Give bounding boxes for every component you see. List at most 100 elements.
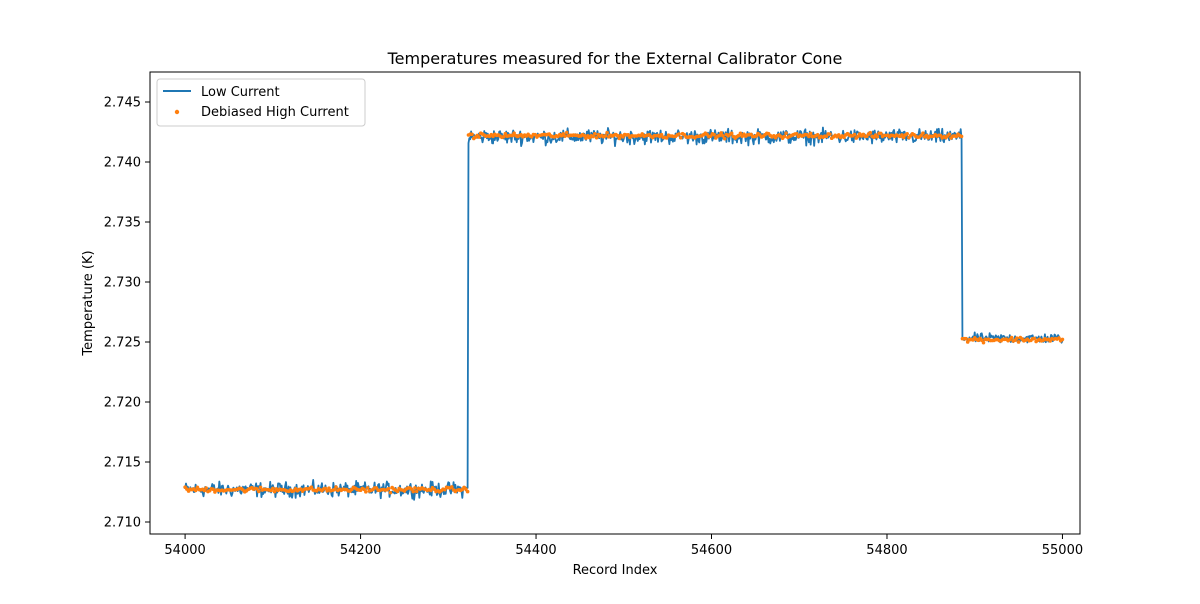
debiased-high-current-point bbox=[465, 489, 470, 494]
debiased-high-current-point bbox=[334, 485, 338, 489]
debiased-high-current-point bbox=[659, 132, 664, 137]
debiased-high-current-point bbox=[617, 136, 622, 141]
debiased-high-current-point bbox=[428, 488, 433, 493]
debiased-high-current-point bbox=[828, 132, 832, 136]
debiased-high-current-point bbox=[477, 135, 481, 139]
debiased-high-current-point bbox=[959, 134, 964, 139]
debiased-high-current-point bbox=[271, 486, 275, 491]
debiased-high-current-point bbox=[815, 132, 820, 137]
series-layer bbox=[183, 126, 1065, 501]
debiased-high-current-point bbox=[512, 131, 516, 135]
debiased-high-current-point bbox=[794, 131, 799, 136]
debiased-high-current-point bbox=[309, 485, 314, 489]
debiased-high-current-point bbox=[738, 131, 743, 136]
debiased-high-current-point bbox=[868, 130, 873, 135]
debiased-high-current-point bbox=[605, 130, 609, 135]
debiased-high-current-point bbox=[1016, 340, 1021, 344]
debiased-high-current-point bbox=[807, 134, 811, 139]
debiased-high-current-point bbox=[900, 133, 904, 137]
debiased-high-current-point bbox=[582, 133, 587, 138]
x-axis-label: Record Index bbox=[573, 563, 658, 578]
debiased-high-current-point bbox=[717, 133, 722, 138]
debiased-high-current-point bbox=[981, 340, 986, 345]
y-tick-label: 2.730 bbox=[104, 276, 141, 291]
debiased-high-current-point bbox=[808, 131, 813, 136]
x-tick-label: 54600 bbox=[691, 543, 732, 558]
axes-frame bbox=[149, 71, 1081, 535]
debiased-high-current-point bbox=[204, 486, 208, 490]
debiased-high-current-point bbox=[719, 131, 723, 135]
debiased-high-current-point bbox=[836, 133, 841, 137]
low-current-line bbox=[184, 126, 1064, 501]
y-tick-label: 2.740 bbox=[104, 156, 141, 171]
debiased-high-current-point bbox=[362, 487, 366, 492]
debiased-high-current-point bbox=[852, 132, 857, 137]
x-tick-label: 55000 bbox=[1042, 543, 1083, 558]
plot-area bbox=[149, 71, 1081, 535]
debiased-high-current-point bbox=[1015, 336, 1019, 340]
debiased-high-current-point bbox=[395, 489, 400, 494]
debiased-high-current-point bbox=[411, 489, 416, 494]
debiased-high-current-point bbox=[327, 486, 331, 491]
x-tick-label: 54800 bbox=[866, 543, 907, 558]
debiased-high-current-point bbox=[964, 336, 968, 341]
debiased-high-current-point bbox=[450, 485, 454, 489]
debiased-high-current-point bbox=[1057, 336, 1061, 340]
debiased-high-current-point bbox=[1032, 336, 1037, 341]
debiased-high-current-point bbox=[272, 489, 277, 494]
debiased-high-current-point bbox=[712, 132, 716, 137]
y-tick-label: 2.710 bbox=[104, 516, 141, 531]
debiased-high-current-point bbox=[364, 490, 368, 494]
debiased-high-current-point bbox=[563, 134, 567, 138]
y-tick-label: 2.720 bbox=[104, 396, 141, 411]
debiased-high-current-point bbox=[211, 487, 215, 491]
debiased-high-current-point bbox=[677, 132, 681, 136]
legend-debiased-high-current-label: Debiased High Current bbox=[201, 105, 349, 120]
y-axis-ticks: 2.710 2.715 2.720 2.725 2.730 2.735 2.740 2.745 bbox=[104, 96, 150, 531]
debiased-high-current-point bbox=[1060, 337, 1065, 342]
debiased-high-current-point bbox=[413, 486, 417, 490]
debiased-high-current-point bbox=[325, 489, 330, 493]
legend-low-current-label: Low Current bbox=[201, 85, 280, 100]
debiased-high-current-point bbox=[365, 486, 370, 490]
debiased-high-current-point bbox=[258, 485, 263, 490]
debiased-high-current-point bbox=[679, 135, 683, 140]
debiased-high-current-point bbox=[501, 134, 506, 139]
y-axis-label: Temperature (K) bbox=[81, 250, 96, 356]
debiased-high-current-point bbox=[879, 131, 883, 136]
debiased-high-current-point bbox=[721, 134, 725, 138]
debiased-high-current-point bbox=[202, 488, 207, 493]
debiased-high-current-point bbox=[386, 486, 391, 491]
debiased-high-current-point bbox=[464, 487, 468, 491]
x-axis-ticks: 54000 54200 54400 54600 54800 55000 bbox=[164, 534, 1083, 558]
chart-title: Temperatures measured for the External C… bbox=[387, 49, 843, 68]
x-tick-label: 54200 bbox=[340, 543, 381, 558]
debiased-high-current-point bbox=[1009, 335, 1014, 340]
debiased-high-current-point bbox=[782, 134, 787, 139]
debiased-high-current-point bbox=[564, 130, 569, 135]
debiased-high-current-point bbox=[603, 134, 608, 138]
debiased-high-current-point bbox=[414, 489, 419, 494]
debiased-high-current-point bbox=[626, 133, 630, 137]
debiased-high-current-point bbox=[901, 135, 906, 140]
debiased-high-current-point bbox=[729, 131, 734, 136]
debiased-high-current-point bbox=[722, 136, 727, 141]
debiased-high-current-point bbox=[905, 132, 909, 136]
debiased-high-current-point bbox=[664, 136, 669, 140]
legend-box bbox=[156, 78, 366, 127]
y-tick-label: 2.735 bbox=[104, 216, 141, 231]
debiased-high-current-point bbox=[591, 134, 595, 139]
debiased-high-current-points bbox=[183, 130, 1065, 495]
legend-debiased-high-current-swatch bbox=[174, 109, 180, 115]
debiased-high-current-point bbox=[784, 131, 788, 136]
debiased-high-current-point bbox=[921, 131, 925, 135]
y-tick-label: 2.715 bbox=[104, 456, 141, 471]
debiased-high-current-point bbox=[470, 132, 474, 137]
debiased-high-current-point bbox=[193, 488, 198, 493]
debiased-high-current-point bbox=[332, 487, 337, 492]
debiased-high-current-point bbox=[947, 132, 952, 137]
debiased-high-current-point bbox=[256, 489, 261, 494]
debiased-high-current-point bbox=[388, 490, 393, 495]
